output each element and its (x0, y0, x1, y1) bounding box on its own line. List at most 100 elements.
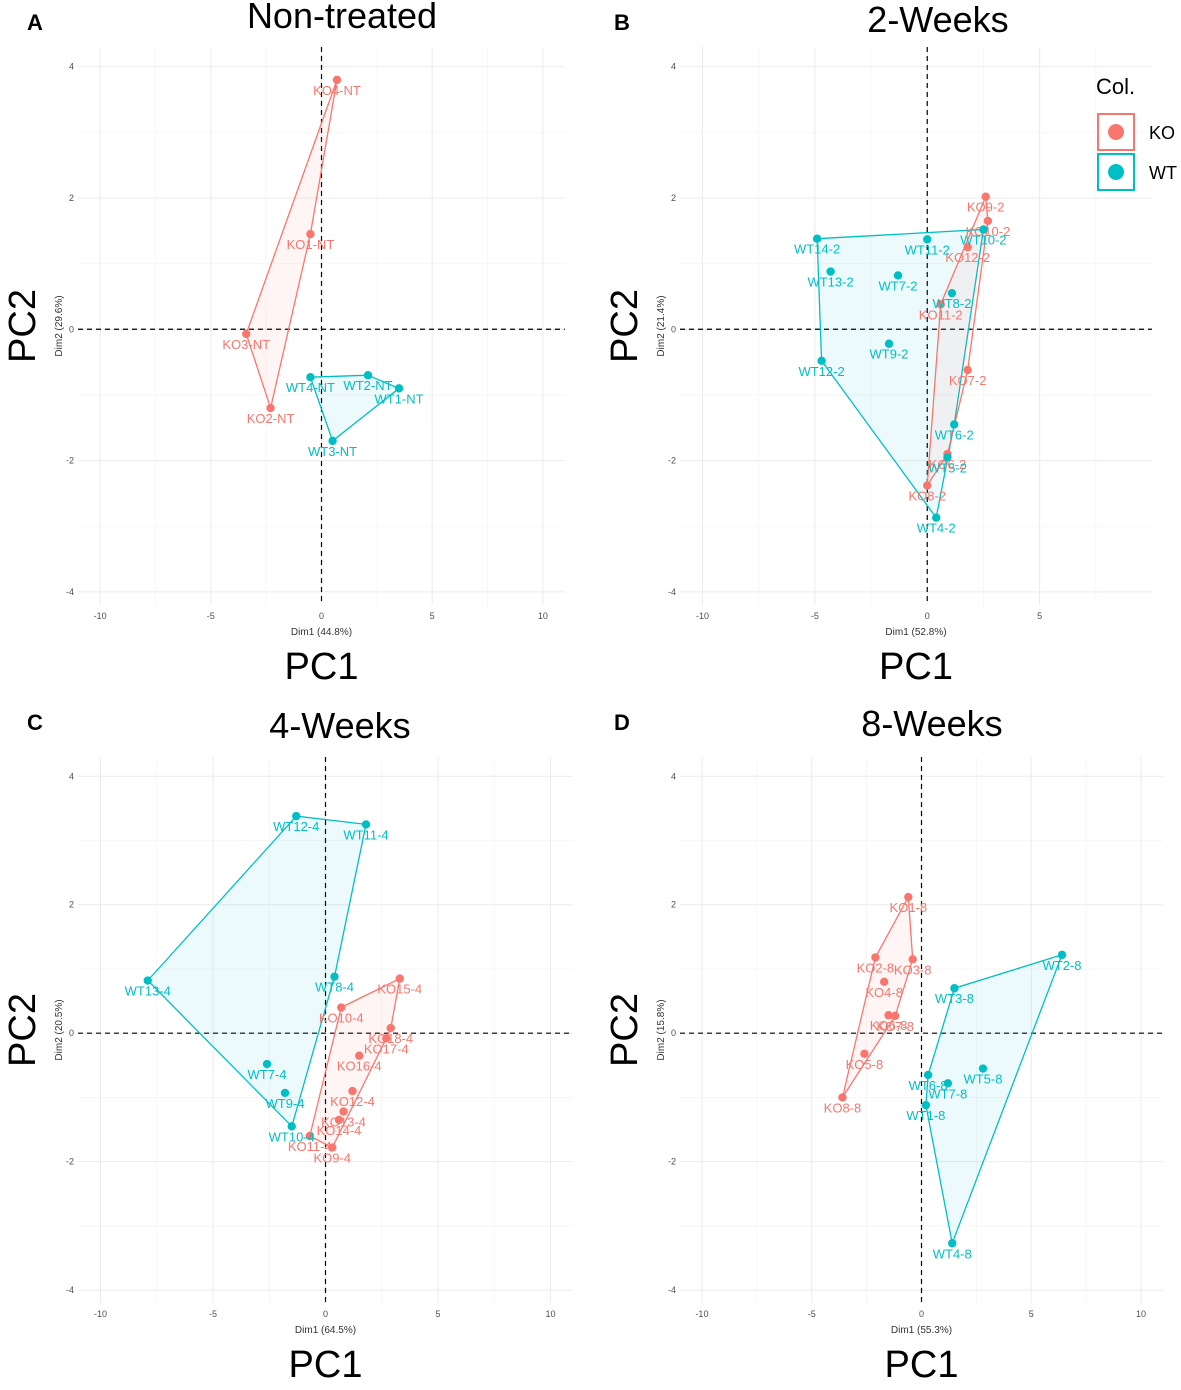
data-point-wt11-4 (361, 820, 371, 829)
x-axis-small-label: Dim1 (55.3%) (891, 1325, 952, 1336)
y-tick-label: -4 (66, 587, 74, 597)
data-point-ko1-8 (904, 892, 913, 902)
x-axis-label: PC1 (285, 646, 359, 688)
panel-title: Non-treated (247, 0, 437, 36)
x-tick-label: -10 (94, 1309, 107, 1319)
point-label: WT8-4 (315, 980, 354, 995)
x-tick-label: -5 (811, 611, 819, 621)
data-point-ko16-4 (355, 1051, 364, 1060)
data-point-wt12-4 (292, 811, 301, 821)
point-label: KO10-2 (966, 224, 1011, 239)
point-label: KO9-2 (967, 200, 1005, 215)
point-label: WT1-NT (374, 391, 423, 406)
legend: Col. KO WT (1096, 74, 1177, 191)
x-tick-label: -5 (207, 611, 215, 621)
data-point-ko14-4 (334, 1115, 344, 1125)
data-point-wt7-4 (262, 1059, 272, 1069)
x-tick-label: 5 (430, 611, 435, 621)
y-axis-label: PC2 (604, 993, 646, 1067)
point-label: WT14-2 (794, 242, 840, 257)
point-label: KO2-NT (247, 411, 295, 426)
legend-dot-wt (1108, 164, 1124, 180)
data-point-ko11-2 (936, 300, 945, 309)
y-tick-label: -4 (668, 587, 676, 597)
y-tick-label: 2 (671, 900, 676, 910)
point-label: KO9-4 (313, 1151, 351, 1166)
data-point-ko11-4 (305, 1131, 314, 1141)
data-point-wt9-2 (884, 339, 894, 348)
point-label: WT11-2 (905, 242, 950, 257)
panel-letter: B (614, 10, 630, 35)
y-tick-label: 4 (69, 771, 74, 781)
point-label: KO2-8 (857, 960, 895, 975)
y-axis-small-label: Dim2 (21.4%) (656, 295, 667, 356)
y-tick-label: 4 (671, 771, 676, 781)
point-label: WT4-2 (917, 521, 956, 536)
point-label: KO4-8 (865, 985, 903, 1000)
y-tick-label: 2 (671, 193, 676, 203)
point-label: KO11-2 (919, 307, 963, 322)
point-label: KO11-4 (288, 1139, 332, 1154)
data-point-ko4-nt (332, 75, 342, 85)
data-point-wt1-nt (394, 384, 404, 393)
x-tick-label: 10 (538, 611, 548, 621)
data-point-ko18-4 (386, 1023, 395, 1033)
point-label: WT3-8 (935, 991, 974, 1006)
point-label: KO6-8 (870, 1018, 908, 1033)
point-label: WT6-2 (935, 427, 974, 442)
y-tick-label: -4 (66, 1285, 74, 1295)
data-point-ko7-8 (890, 1011, 900, 1021)
data-point-wt5-8 (978, 1064, 988, 1073)
x-tick-label: 5 (1037, 611, 1042, 621)
x-tick-label: 10 (1136, 1309, 1146, 1319)
data-point-wt6-8 (923, 1070, 933, 1080)
hull-wt (925, 953, 1064, 1246)
data-point-ko3-nt (242, 329, 251, 339)
point-label: WT2-NT (343, 378, 392, 393)
y-axis-small-label: Dim2 (29.6%) (54, 295, 65, 356)
y-axis-label: PC2 (604, 289, 646, 363)
x-tick-label: -10 (94, 611, 107, 621)
panel-letter: C (27, 710, 43, 735)
data-point-wt4-8 (948, 1239, 957, 1248)
point-label: WT1-8 (906, 1108, 945, 1123)
panel-b: -10 -5 0 5 -4 -2 0 2 4 KO9-2 KO10-2 KO12-2 KO11-2 KO7… (604, 0, 1152, 688)
y-tick-label: 0 (69, 1028, 74, 1038)
point-label: WT9-2 (870, 347, 909, 362)
legend-title: Col. (1096, 74, 1135, 99)
data-point-ko15-4 (395, 974, 404, 983)
point-label: WT13-2 (807, 275, 853, 290)
panel-letter: D (614, 710, 630, 735)
y-axis-small-label: Dim2 (20.5%) (54, 999, 65, 1060)
data-point-ko6-8 (884, 1011, 893, 1020)
point-label: KO13-4 (321, 1115, 366, 1130)
point-label: WT11-4 (343, 827, 388, 842)
data-point-ko3-8 (908, 955, 917, 964)
data-point-wt10-2 (979, 225, 988, 234)
point-label: KO15-4 (377, 982, 422, 997)
data-point-wt1-8 (921, 1100, 931, 1110)
x-axis-small-label: Dim1 (64.5%) (295, 1325, 356, 1336)
point-label: KO6-2 (929, 457, 967, 472)
hull-wt (146, 815, 367, 1128)
panel-letter: A (27, 10, 43, 35)
point-label: WT13-4 (125, 984, 171, 999)
data-point-ko10-4 (337, 1003, 346, 1012)
point-label: WT9-4 (266, 1096, 305, 1111)
point-label: KO14-4 (317, 1123, 362, 1138)
data-point-ko1-nt (306, 229, 315, 239)
data-point-wt14-2 (812, 234, 822, 243)
point-label: KO3-8 (894, 962, 932, 977)
data-point-ko9-2 (981, 192, 990, 201)
data-point-ko7-2 (963, 365, 972, 375)
data-point-wt4-nt (306, 373, 315, 382)
point-label: KO7-8 (876, 1019, 914, 1034)
data-point-wt8-4 (330, 972, 339, 981)
point-label: KO1-NT (287, 237, 335, 252)
y-axis-label: PC2 (2, 289, 44, 363)
y-tick-label: 4 (671, 62, 676, 72)
point-label: WT5-8 (963, 1072, 1002, 1087)
point-label: WT7-8 (928, 1086, 967, 1101)
point-label: KO4-NT (313, 83, 361, 98)
data-point-wt6-2 (950, 420, 959, 429)
